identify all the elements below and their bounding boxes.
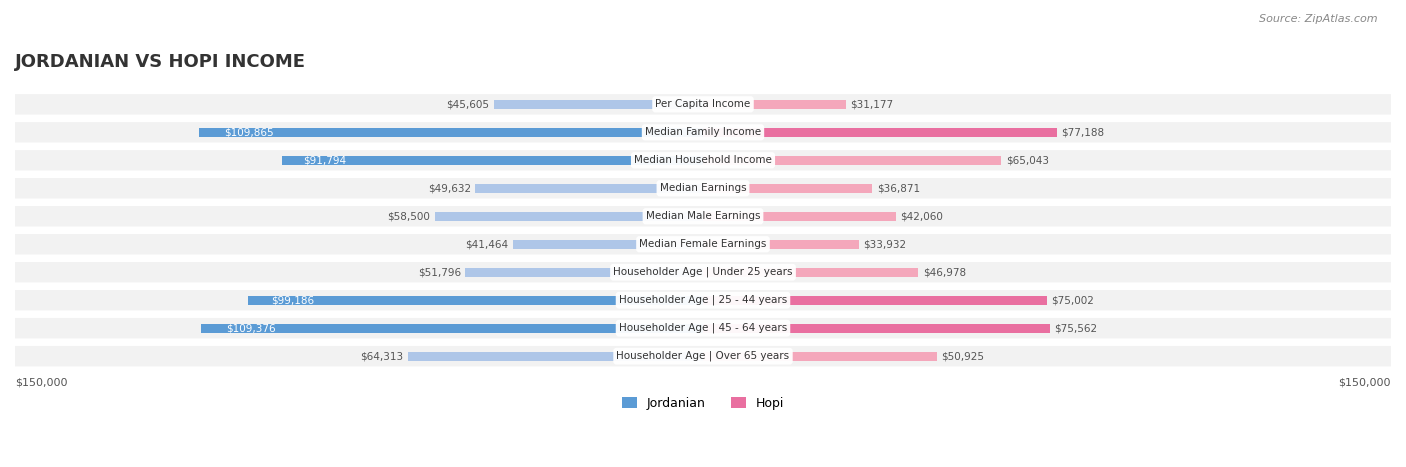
- Text: $58,500: $58,500: [387, 211, 430, 221]
- Text: $42,060: $42,060: [900, 211, 943, 221]
- Text: $36,871: $36,871: [877, 183, 920, 193]
- Text: Median Family Income: Median Family Income: [645, 127, 761, 137]
- FancyBboxPatch shape: [15, 234, 1391, 255]
- Text: $150,000: $150,000: [15, 377, 67, 387]
- Text: $31,177: $31,177: [851, 99, 894, 109]
- Text: $109,376: $109,376: [226, 323, 276, 333]
- FancyBboxPatch shape: [15, 178, 1391, 198]
- Text: Householder Age | 25 - 44 years: Householder Age | 25 - 44 years: [619, 295, 787, 305]
- Bar: [703, 240, 859, 249]
- Bar: [247, 296, 703, 304]
- Bar: [465, 268, 703, 277]
- Text: Median Household Income: Median Household Income: [634, 156, 772, 165]
- Text: $65,043: $65,043: [1005, 156, 1049, 165]
- Text: $45,605: $45,605: [446, 99, 489, 109]
- Text: $46,978: $46,978: [924, 267, 966, 277]
- FancyBboxPatch shape: [15, 262, 1391, 283]
- Text: $75,002: $75,002: [1052, 295, 1094, 305]
- Bar: [703, 100, 846, 109]
- Bar: [703, 212, 896, 221]
- Text: $77,188: $77,188: [1062, 127, 1105, 137]
- Text: $109,865: $109,865: [225, 127, 274, 137]
- Text: $33,932: $33,932: [863, 239, 907, 249]
- Text: JORDANIAN VS HOPI INCOME: JORDANIAN VS HOPI INCOME: [15, 53, 307, 71]
- Bar: [703, 184, 872, 193]
- Text: Householder Age | Over 65 years: Householder Age | Over 65 years: [616, 351, 790, 361]
- Bar: [283, 156, 703, 165]
- Bar: [200, 128, 703, 137]
- Bar: [703, 352, 936, 361]
- Bar: [201, 324, 703, 333]
- Text: Householder Age | 45 - 64 years: Householder Age | 45 - 64 years: [619, 323, 787, 333]
- Bar: [703, 324, 1049, 333]
- Text: Median Earnings: Median Earnings: [659, 183, 747, 193]
- Text: $91,794: $91,794: [304, 156, 346, 165]
- Bar: [703, 128, 1057, 137]
- Text: $50,925: $50,925: [941, 351, 984, 361]
- Text: Per Capita Income: Per Capita Income: [655, 99, 751, 109]
- Text: $51,796: $51,796: [418, 267, 461, 277]
- Text: Median Male Earnings: Median Male Earnings: [645, 211, 761, 221]
- FancyBboxPatch shape: [15, 122, 1391, 142]
- Text: $49,632: $49,632: [427, 183, 471, 193]
- Bar: [513, 240, 703, 249]
- Text: Median Female Earnings: Median Female Earnings: [640, 239, 766, 249]
- Text: $99,186: $99,186: [271, 295, 314, 305]
- Bar: [434, 212, 703, 221]
- Bar: [703, 296, 1047, 304]
- Bar: [408, 352, 703, 361]
- Text: Householder Age | Under 25 years: Householder Age | Under 25 years: [613, 267, 793, 277]
- FancyBboxPatch shape: [15, 206, 1391, 226]
- Text: Source: ZipAtlas.com: Source: ZipAtlas.com: [1260, 14, 1378, 24]
- Text: $64,313: $64,313: [360, 351, 404, 361]
- FancyBboxPatch shape: [15, 150, 1391, 170]
- Text: $150,000: $150,000: [1339, 377, 1391, 387]
- Bar: [475, 184, 703, 193]
- Text: $41,464: $41,464: [465, 239, 508, 249]
- Bar: [703, 268, 918, 277]
- Bar: [494, 100, 703, 109]
- FancyBboxPatch shape: [15, 290, 1391, 311]
- Text: $75,562: $75,562: [1054, 323, 1097, 333]
- FancyBboxPatch shape: [15, 346, 1391, 367]
- Bar: [703, 156, 1001, 165]
- Legend: Jordanian, Hopi: Jordanian, Hopi: [617, 391, 789, 415]
- FancyBboxPatch shape: [15, 94, 1391, 114]
- FancyBboxPatch shape: [15, 318, 1391, 339]
